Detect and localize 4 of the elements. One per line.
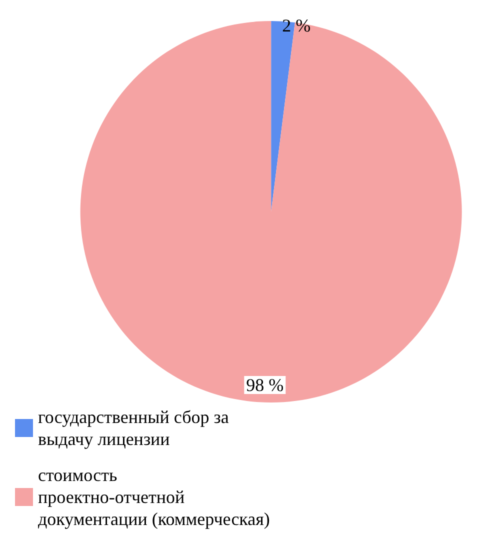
data-label: 2 % — [282, 15, 311, 36]
legend-label: государственный сбор за выдачу лицензии — [38, 407, 234, 449]
legend-label: стоимость проектно-отчетной документации (коммерческая) — [38, 465, 270, 529]
data-label: 98 % — [246, 374, 284, 395]
